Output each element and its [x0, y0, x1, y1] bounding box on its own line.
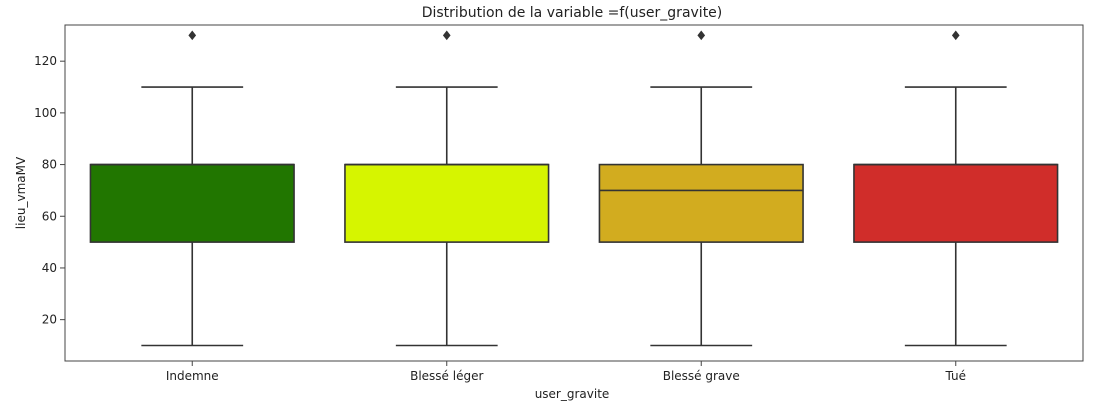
y-tick-label: 20 — [42, 313, 57, 327]
box-group — [89, 30, 295, 347]
chart-title: Distribution de la variable =f(user_grav… — [422, 5, 723, 21]
y-tick-label: 100 — [34, 106, 57, 120]
outlier-point — [697, 30, 706, 41]
outlier-point — [188, 30, 197, 41]
x-tick-label: Blessé léger — [410, 369, 483, 383]
plot-frame — [64, 24, 1084, 362]
y-tick-label: 60 — [42, 209, 57, 223]
y-tick-label: 40 — [42, 261, 57, 275]
y-axis: 20 40 60 80 100 120 — [34, 54, 65, 327]
outlier-point — [442, 30, 451, 41]
boxes-layer — [89, 30, 1059, 347]
box-body — [598, 163, 804, 243]
x-axis: Indemne Blessé léger Blessé grave Tué — [166, 361, 966, 383]
y-tick-label: 80 — [42, 158, 57, 172]
y-tick-label: 120 — [34, 54, 57, 68]
x-tick-label: Blessé grave — [663, 369, 740, 383]
box-body — [853, 163, 1059, 243]
box-body — [344, 163, 550, 243]
x-axis-label: user_gravite — [535, 387, 610, 401]
x-tick-label: Tué — [945, 369, 967, 383]
box-group — [344, 30, 550, 347]
box-group — [598, 30, 804, 347]
box-body — [89, 163, 295, 243]
box-group — [853, 30, 1059, 347]
y-axis-label: lieu_vmaMV — [14, 156, 28, 229]
outlier-point — [951, 30, 960, 41]
x-tick-label: Indemne — [166, 369, 219, 383]
